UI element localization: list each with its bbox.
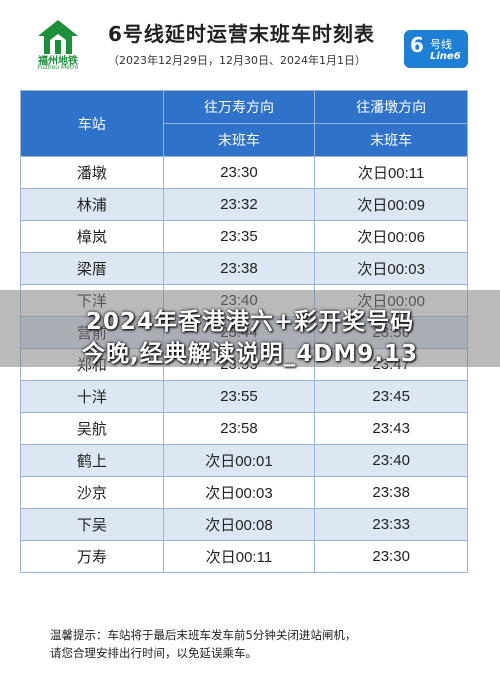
line-label-en: Line6 xyxy=(430,51,461,62)
station-cell: 下吴 xyxy=(20,508,164,541)
direction-b-time: 次日00:11 xyxy=(314,156,468,189)
table-row: 吴航 23:58 23:43 xyxy=(20,412,468,445)
direction-b-time: 23:45 xyxy=(314,380,468,413)
last-train-header-a: 末班车 xyxy=(162,123,316,157)
table-row: 沙京 次日00:03 23:38 xyxy=(20,476,468,509)
station-cell: 鹤上 xyxy=(20,444,164,477)
line-badge: 6 号线 Line6 xyxy=(404,30,468,68)
last-train-header-b: 末班车 xyxy=(314,123,468,157)
direction-b-time: 次日00:06 xyxy=(314,220,468,253)
direction-a-time: 次日00:03 xyxy=(162,476,316,509)
page-title: 6号线延时运营末班车时刻表 xyxy=(108,22,375,46)
notice: 温馨提示：车站将于最后末班车发车前5分钟关闭进站闸机， 请您合理安排出行时间，以… xyxy=(50,626,356,662)
table-row: 梁厝 23:38 次日00:03 xyxy=(20,252,468,285)
logo-label: 福州地铁 xyxy=(38,56,78,67)
overlay-text-line1: 2024年香港港六+彩开奖号码 xyxy=(85,309,415,335)
direction-b-header: 往潘墩方向 xyxy=(314,90,468,124)
direction-b-time: 23:30 xyxy=(314,540,468,573)
station-cell: 十洋 xyxy=(20,380,164,413)
table-row: 潘墩 23:30 次日00:11 xyxy=(20,156,468,189)
table-row: 林浦 23:32 次日00:09 xyxy=(20,188,468,221)
table-row: 下吴 次日00:08 23:33 xyxy=(20,508,468,541)
station-column-header: 车站 xyxy=(20,90,164,157)
line-number: 6 xyxy=(410,33,424,57)
direction-b-time: 次日00:03 xyxy=(314,252,468,285)
station-cell: 梁厝 xyxy=(20,252,164,285)
direction-a-time: 23:35 xyxy=(162,220,316,253)
table-row: 樟岚 23:35 次日00:06 xyxy=(20,220,468,253)
direction-b-time: 次日00:09 xyxy=(314,188,468,221)
station-cell: 沙京 xyxy=(20,476,164,509)
station-cell: 潘墩 xyxy=(20,156,164,189)
page-subtitle: （2023年12月29日，12月30日、2024年1月1日） xyxy=(108,54,366,67)
direction-a-time: 23:32 xyxy=(162,188,316,221)
station-cell: 吴航 xyxy=(20,412,164,445)
overlay-banner xyxy=(0,290,500,367)
page-header: 福州地铁 Fuzhou Metro 6号线延时运营末班车时刻表 （2023年12… xyxy=(0,0,500,85)
logo-sublabel: Fuzhou Metro xyxy=(37,64,79,71)
direction-a-time: 23:38 xyxy=(162,252,316,285)
direction-a-time: 23:30 xyxy=(162,156,316,189)
metro-logo-icon xyxy=(38,20,78,54)
table-row: 十洋 23:55 23:45 xyxy=(20,380,468,413)
station-cell: 林浦 xyxy=(20,188,164,221)
notice-line2: 请您合理安排出行时间，以免延误乘车。 xyxy=(50,646,257,660)
direction-b-time: 23:33 xyxy=(314,508,468,541)
line-label-cn: 号线 xyxy=(430,38,452,51)
station-cell: 万寿 xyxy=(20,540,164,573)
direction-b-time: 23:38 xyxy=(314,476,468,509)
direction-b-time: 23:43 xyxy=(314,412,468,445)
direction-b-time: 23:40 xyxy=(314,444,468,477)
table-row: 鹤上 次日00:01 23:40 xyxy=(20,444,468,477)
direction-a-header: 往万寿方向 xyxy=(162,90,316,124)
direction-a-time: 次日00:11 xyxy=(162,540,316,573)
direction-a-time: 次日00:01 xyxy=(162,444,316,477)
overlay-text-line2: 今晚,经典解读说明_4DM9.13 xyxy=(82,341,418,367)
table-row: 万寿 次日00:11 23:30 xyxy=(20,540,468,573)
direction-a-time: 23:55 xyxy=(162,380,316,413)
direction-a-time: 次日00:08 xyxy=(162,508,316,541)
direction-a-time: 23:58 xyxy=(162,412,316,445)
notice-line1: 温馨提示：车站将于最后末班车发车前5分钟关闭进站闸机， xyxy=(50,628,357,642)
station-cell: 樟岚 xyxy=(20,220,164,253)
